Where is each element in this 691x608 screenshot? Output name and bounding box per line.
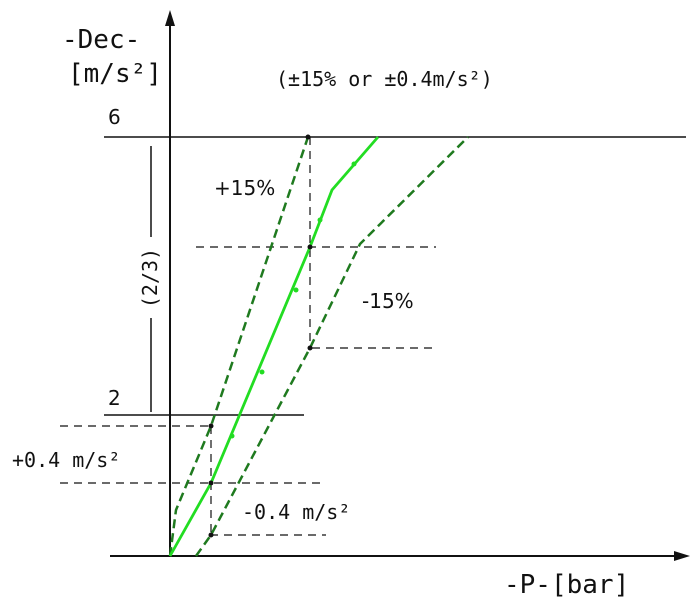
upper-tolerance-curve [168, 136, 310, 557]
point-nominal-mid [307, 244, 313, 250]
point-lower-mid [307, 345, 313, 351]
point-lower-low [208, 532, 214, 538]
dashed-guides [60, 137, 436, 536]
intersection-points [208, 134, 313, 538]
y-axis-unit: [m/s²] [68, 59, 162, 89]
point-nominal-low [208, 480, 214, 486]
tolerance-note: (±15% or ±0.4m/s²) [276, 67, 493, 91]
label-plus-0-4: +0.4 m/s² [12, 448, 120, 472]
x-axis-arrow [674, 551, 690, 561]
label-minus-0-4: -0.4 m/s² [242, 500, 350, 524]
nominal-marker [351, 161, 357, 167]
label-plus-15-percent: +15% [214, 176, 275, 200]
point-upper-low [208, 423, 214, 429]
y-axis-arrow [165, 10, 175, 26]
lower-tolerance-curve [194, 136, 469, 557]
label-minus-15-percent: -15% [362, 289, 414, 313]
range-label: (2/3) [138, 248, 162, 308]
nominal-marker [293, 287, 299, 293]
y-tick-2: 2 [108, 386, 121, 410]
nominal-curve-markers [229, 161, 357, 439]
y-axis-label: -Dec- [62, 25, 140, 55]
nominal-marker [259, 369, 265, 375]
nominal-marker [317, 217, 323, 223]
point-upper-6 [305, 134, 311, 140]
x-axis-label: -P-[bar] [504, 570, 629, 600]
y-tick-6: 6 [108, 105, 121, 129]
nominal-marker [229, 433, 235, 439]
